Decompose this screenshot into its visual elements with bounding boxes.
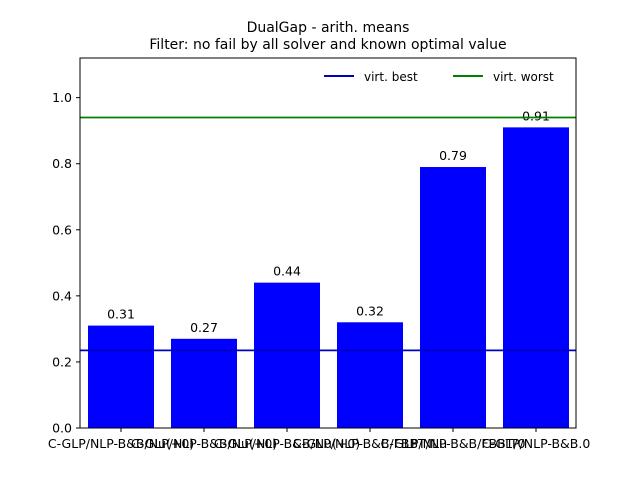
bar-value-label-4: 0.32 bbox=[356, 303, 384, 318]
x-tick-label-6: C-GLP/NLP-B&B.0 bbox=[482, 436, 591, 451]
y-tick-label-4: 0.6 bbox=[52, 222, 72, 237]
legend-label-virt-best: virt. best bbox=[364, 70, 418, 84]
bar-value-label-3: 0.44 bbox=[273, 264, 301, 279]
plot-frame bbox=[79, 57, 577, 429]
y-tick-label-6: 1.0 bbox=[52, 90, 72, 105]
x-tick-label-1: C-GLP/NLP-B&B/Nu(+0) bbox=[48, 436, 194, 451]
legend: virt. best virt. worst bbox=[324, 70, 554, 84]
bar-2 bbox=[171, 338, 237, 428]
plot-area: 0.31 C-GLP/NLP-B&B/Nu(+0) 0.27 C-GLP/NLP-B&… bbox=[48, 90, 590, 451]
x-tick-label-2: C-GLP/NLP-B&B/Nu(+0) bbox=[131, 436, 277, 451]
bar-value-label-1: 0.31 bbox=[107, 307, 135, 322]
bar-5 bbox=[420, 167, 486, 428]
y-tick-label-3: 0.4 bbox=[52, 288, 72, 303]
x-tick-label-5: C-GLP/NLP-B&B/FBBT/0 bbox=[381, 436, 526, 451]
bar-1 bbox=[88, 325, 154, 428]
legend-label-virt-worst: virt. worst bbox=[493, 70, 554, 84]
chart-title-line-2: Filter: no fail by all solver and known … bbox=[149, 37, 506, 53]
x-tick-label-4: C-GLP/NLP-B&B/FBBT/Nu bbox=[293, 436, 447, 451]
bar-value-label-2: 0.27 bbox=[190, 320, 218, 335]
bar-6 bbox=[503, 127, 569, 428]
bar-value-label-5: 0.79 bbox=[439, 148, 467, 163]
bar-value-label-6: 0.91 bbox=[522, 108, 550, 123]
x-tick-label-3: C-GLP/NLP-B&B/Nu(+0) bbox=[214, 436, 360, 451]
y-tick-label-1: 0.0 bbox=[52, 421, 72, 436]
bar-4 bbox=[337, 322, 403, 428]
y-tick-label-5: 0.8 bbox=[52, 156, 72, 171]
y-tick-label-2: 0.2 bbox=[52, 354, 72, 369]
bar-3 bbox=[254, 282, 320, 428]
chart-title-line-1: DualGap - arith. means bbox=[247, 20, 410, 36]
